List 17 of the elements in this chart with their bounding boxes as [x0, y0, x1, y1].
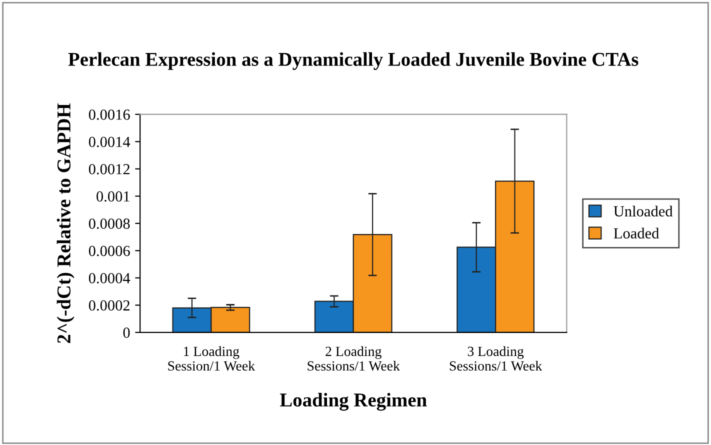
y-tick-label: 0.0016 [88, 110, 130, 120]
x-tick-label: 2 Loading Sessions/1 Week [308, 346, 400, 371]
y-tick-label: 0.0006 [88, 246, 130, 256]
y-tick-label: 0.0004 [88, 273, 130, 284]
x-tick-label: 3 Loading Sessions/1 Week [450, 346, 542, 371]
y-axis-title: 2^(-dCt) Relative to GAPDH [56, 103, 74, 343]
chart-title: Perlecan Expression as a Dynamically Loaded Juvenile Bovine CTAs [68, 52, 638, 70]
x-axis-title: Loading Regimen [280, 392, 427, 411]
y-tick-label: 0.0014 [88, 136, 130, 148]
y-tick-label: 0.001 [96, 191, 130, 202]
y-tick-label: 0 [123, 328, 130, 338]
y-tick-label: 0.0008 [88, 218, 130, 229]
legend-label: Loaded [614, 228, 660, 239]
x-tick-label: 1 Loading Session/1 Week [168, 346, 256, 371]
y-tick-label: 0.0012 [88, 164, 130, 174]
y-tick-label: 0.0002 [88, 300, 130, 311]
legend-label: Unloaded [614, 206, 673, 216]
